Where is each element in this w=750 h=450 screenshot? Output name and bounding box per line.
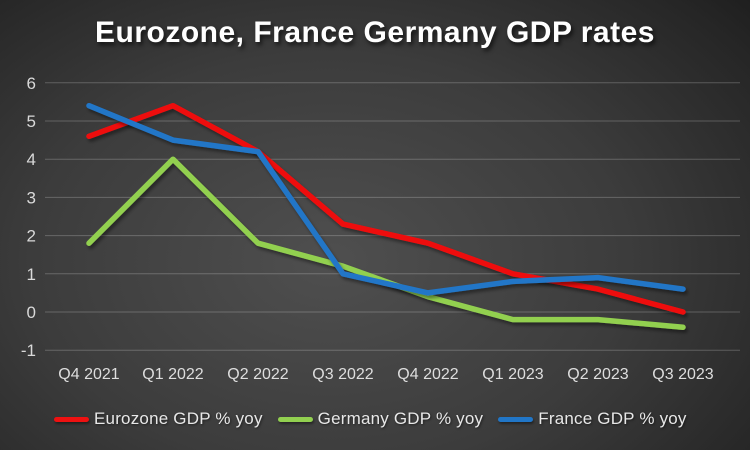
legend-swatch-france — [498, 416, 534, 422]
y-axis-tick-label: -1 — [21, 341, 36, 360]
legend-item-france: France GDP % yoy — [498, 409, 686, 429]
series-line-eurozone — [86, 102, 686, 315]
x-axis-label: Q1 2022 — [142, 366, 203, 383]
legend-swatch-eurozone — [54, 416, 89, 422]
y-axis-tick-label: 6 — [27, 74, 36, 93]
x-axis-label: Q2 2022 — [227, 366, 288, 383]
y-axis-tick-label: 2 — [27, 227, 36, 246]
legend-label-france: France GDP % yoy — [538, 409, 687, 428]
x-axis-label: Q4 2022 — [397, 366, 458, 383]
y-axis-tick-label: 5 — [27, 112, 36, 131]
y-axis-tick-label: 1 — [27, 265, 36, 284]
legend-label-germany: Germany GDP % yoy — [317, 409, 484, 428]
legend: Eurozone GDP % yoy Germany GDP % yoy Fra… — [54, 409, 687, 429]
y-axis-tick-label: 0 — [27, 303, 36, 322]
x-axis-label: Q3 2022 — [312, 366, 373, 383]
chart-title: Eurozone, France Germany GDP rates — [95, 16, 655, 49]
series-line-france — [86, 102, 686, 296]
legend-label-eurozone: Eurozone GDP % yoy — [94, 409, 263, 428]
x-axis-label: Q3 2023 — [652, 366, 713, 383]
legend-item-eurozone: Eurozone GDP % yoy — [54, 409, 263, 429]
legend-item-germany: Germany GDP % yoy — [277, 409, 484, 429]
x-axis-label: Q1 2023 — [482, 366, 543, 383]
y-axis-tick-label: 4 — [27, 150, 36, 169]
y-axis-tick-label: 3 — [27, 188, 36, 207]
series-line-germany — [86, 156, 686, 331]
x-axis-label: Q2 2023 — [567, 366, 628, 383]
x-axis-label: Q4 2021 — [58, 366, 119, 383]
legend-swatch-germany — [277, 416, 313, 422]
